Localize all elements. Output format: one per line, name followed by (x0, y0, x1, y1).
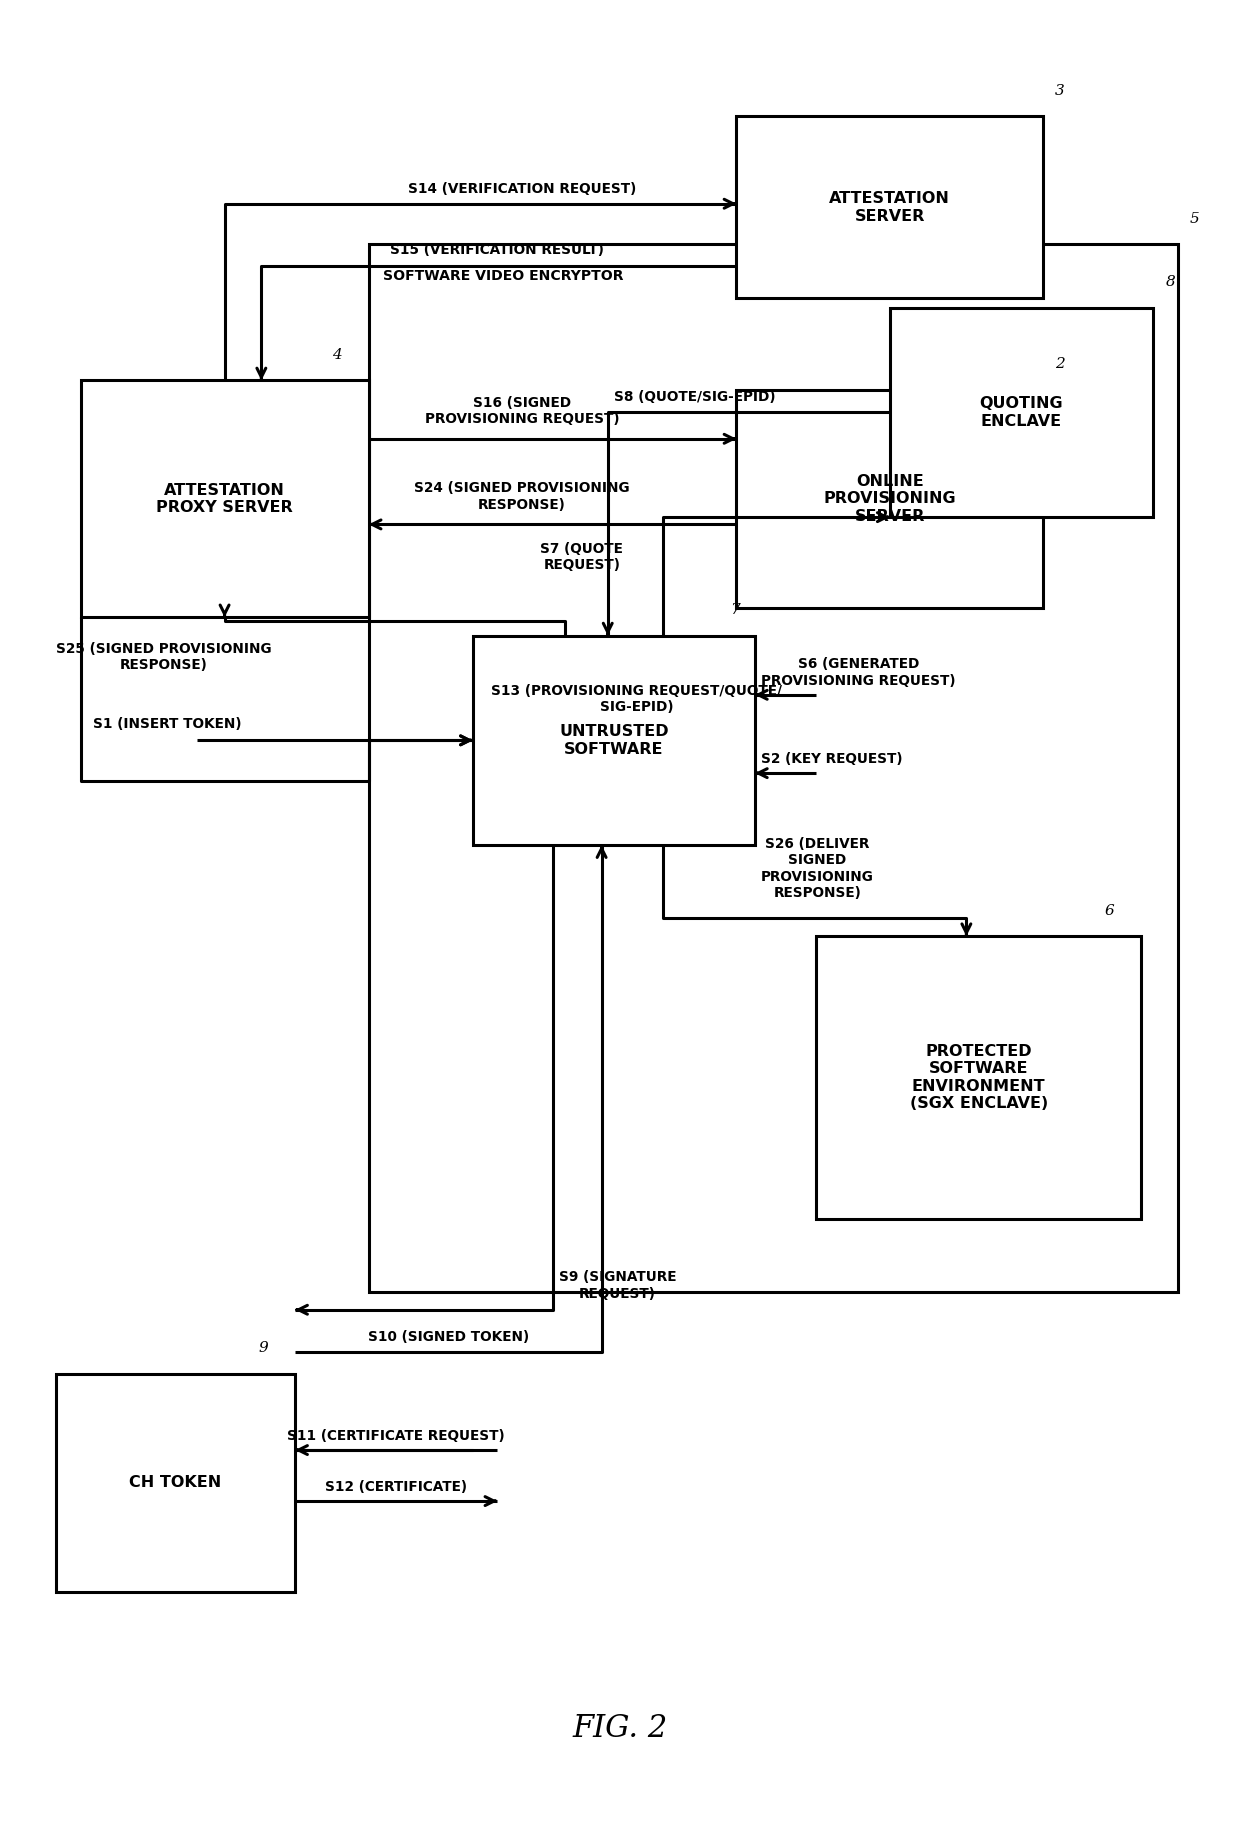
Text: ATTESTATION
PROXY SERVER: ATTESTATION PROXY SERVER (156, 483, 293, 516)
Text: S6 (GENERATED
PROVISIONING REQUEST): S6 (GENERATED PROVISIONING REQUEST) (761, 657, 956, 687)
Text: S14 (VERIFICATION REQUEST): S14 (VERIFICATION REQUEST) (408, 182, 636, 196)
Bar (81, 380, 368, 617)
Text: S16 (SIGNED
PROVISIONING REQUEST): S16 (SIGNED PROVISIONING REQUEST) (424, 397, 619, 426)
Text: S26 (DELIVER
SIGNED
PROVISIONING
RESPONSE): S26 (DELIVER SIGNED PROVISIONING RESPONS… (761, 837, 874, 900)
Bar (56, 1373, 295, 1592)
Text: S25 (SIGNED PROVISIONING
RESPONSE): S25 (SIGNED PROVISIONING RESPONSE) (56, 643, 272, 672)
Bar (737, 116, 1043, 299)
Text: 5: 5 (1190, 211, 1200, 226)
Bar (472, 635, 755, 845)
Text: S8 (QUOTE/SIG-EPID): S8 (QUOTE/SIG-EPID) (614, 391, 775, 404)
Text: 8: 8 (1166, 275, 1176, 290)
Text: 3: 3 (1055, 84, 1065, 97)
Text: UNTRUSTED
SOFTWARE: UNTRUSTED SOFTWARE (559, 723, 668, 756)
Text: FIG. 2: FIG. 2 (573, 1713, 667, 1744)
Text: S9 (SIGNATURE
REQUEST): S9 (SIGNATURE REQUEST) (559, 1271, 676, 1300)
Text: 4: 4 (332, 349, 341, 362)
Text: SOFTWARE VIDEO ENCRYPTOR: SOFTWARE VIDEO ENCRYPTOR (383, 270, 624, 283)
Text: ATTESTATION
SERVER: ATTESTATION SERVER (830, 191, 950, 224)
Text: S1 (INSERT TOKEN): S1 (INSERT TOKEN) (93, 718, 242, 731)
Text: S12 (CERTIFICATE): S12 (CERTIFICATE) (325, 1480, 467, 1495)
Bar (890, 308, 1153, 518)
Text: S24 (SIGNED PROVISIONING
RESPONSE): S24 (SIGNED PROVISIONING RESPONSE) (414, 481, 630, 512)
Text: 6: 6 (1105, 903, 1114, 918)
Text: 7: 7 (730, 604, 740, 617)
Text: 2: 2 (1055, 358, 1065, 371)
Bar (368, 244, 1178, 1291)
Text: S10 (SIGNED TOKEN): S10 (SIGNED TOKEN) (368, 1331, 529, 1344)
Bar (816, 936, 1141, 1219)
Text: CH TOKEN: CH TOKEN (129, 1476, 222, 1491)
Text: S2 (KEY REQUEST): S2 (KEY REQUEST) (761, 753, 903, 766)
Text: 9: 9 (258, 1342, 268, 1355)
Text: S11 (CERTIFICATE REQUEST): S11 (CERTIFICATE REQUEST) (288, 1428, 505, 1443)
Text: S7 (QUOTE
REQUEST): S7 (QUOTE REQUEST) (541, 542, 624, 571)
Text: ONLINE
PROVISIONING
SERVER: ONLINE PROVISIONING SERVER (823, 474, 956, 523)
Text: QUOTING
ENCLAVE: QUOTING ENCLAVE (980, 397, 1064, 428)
Text: S15 (VERIFICATION RESULT): S15 (VERIFICATION RESULT) (391, 242, 604, 257)
Text: S13 (PROVISIONING REQUEST/QUOTE/
SIG-EPID): S13 (PROVISIONING REQUEST/QUOTE/ SIG-EPI… (491, 683, 782, 714)
Bar (737, 389, 1043, 608)
Text: PROTECTED
SOFTWARE
ENVIRONMENT
(SGX ENCLAVE): PROTECTED SOFTWARE ENVIRONMENT (SGX ENCL… (909, 1045, 1048, 1111)
